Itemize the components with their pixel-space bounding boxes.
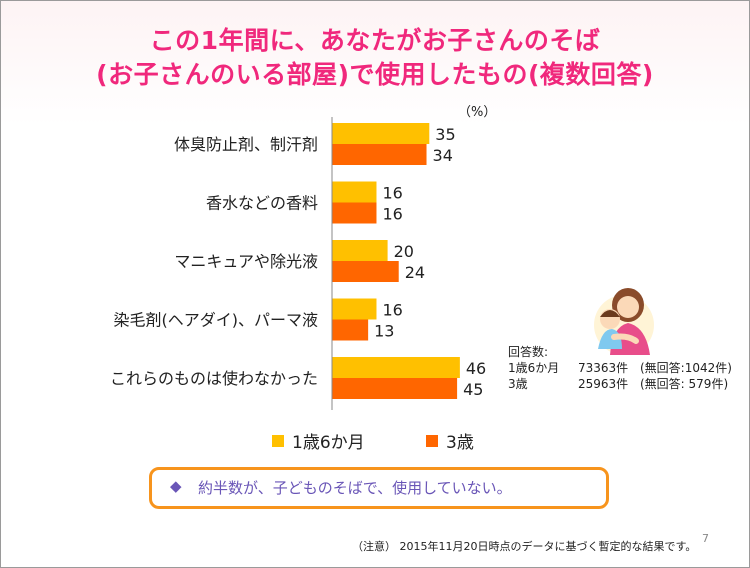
chart-title-line1: この1年間に、あなたがお子さんのそば	[149, 26, 601, 55]
respondent-noanswer-2: (無回答: 579件)	[640, 377, 729, 391]
page-number: 7	[702, 532, 709, 545]
bar	[332, 298, 377, 320]
respondent-label-2: 3歳	[508, 377, 528, 391]
legend-item-2: 3歳	[426, 428, 474, 453]
respondent-counts: 回答数: 1歳6か月 73363件 (無回答:1042件) 3歳 25963件 …	[508, 344, 732, 392]
data-label: 34	[433, 146, 453, 165]
bar	[332, 261, 399, 282]
summary-callout: ◆ 約半数が、子どものそばで、使用していない。	[149, 467, 609, 509]
diamond-bullet-icon: ◆	[170, 477, 182, 495]
legend-swatch-1	[272, 434, 284, 447]
data-label: 45	[463, 380, 483, 399]
bar-chart: 体臭防止剤、制汗剤 35 34 香水などの香料 16 16 マニキュアや除光液 20 24 染毛剤…	[110, 117, 486, 410]
bar	[332, 181, 377, 203]
respondent-heading: 回答数:	[508, 345, 549, 359]
legend-item-1: 1歳6か月	[272, 428, 365, 453]
respondent-count-1: 73363件	[578, 361, 629, 375]
data-label: 24	[405, 263, 425, 282]
legend-label-2: 3歳	[446, 433, 474, 453]
bar	[332, 378, 458, 399]
bar	[332, 240, 388, 261]
category-label: 染毛剤(ヘアダイ)、パーマ液	[114, 311, 319, 330]
legend-label-1: 1歳6か月	[292, 433, 365, 453]
data-label: 20	[394, 242, 414, 261]
bar	[332, 319, 369, 341]
bar	[332, 123, 430, 144]
data-label: 46	[466, 359, 486, 378]
category-label: 香水などの香料	[206, 194, 318, 213]
chart-title-line2: (お子さんのいる部屋)で使用したもの(複数回答)	[96, 60, 654, 89]
respondent-label-1: 1歳6か月	[508, 361, 560, 375]
respondent-row-2: 3歳 25963件 (無回答: 579件)	[508, 376, 732, 392]
footnote: （注意） 2015年11月20日時点のデータに基づく暫定的な結果です。	[352, 540, 697, 553]
summary-text: 約半数が、子どものそばで、使用していない。	[198, 479, 512, 497]
respondent-noanswer-1: (無回答:1042件)	[640, 361, 732, 375]
respondent-count-2: 25963件	[578, 377, 629, 391]
respondent-row-1: 1歳6か月 73363件 (無回答:1042件)	[508, 360, 732, 376]
data-label: 16	[382, 184, 402, 203]
bar	[332, 144, 427, 165]
data-label: 16	[382, 205, 402, 224]
category-label: これらのものは使わなかった	[110, 369, 318, 388]
unit-label: （%）	[458, 105, 497, 120]
mother-child-illustration	[594, 288, 654, 355]
bar	[332, 202, 377, 224]
data-label: 16	[382, 301, 402, 320]
category-label: マニキュアや除光液	[174, 252, 318, 271]
data-label: 13	[374, 322, 394, 341]
data-label: 35	[435, 125, 455, 144]
bar	[332, 357, 460, 378]
category-label: 体臭防止剤、制汗剤	[174, 135, 318, 154]
legend-swatch-2	[426, 434, 438, 447]
